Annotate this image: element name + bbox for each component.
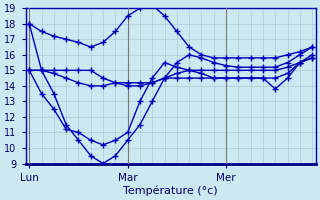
X-axis label: Température (°c): Température (°c) [124, 185, 218, 196]
